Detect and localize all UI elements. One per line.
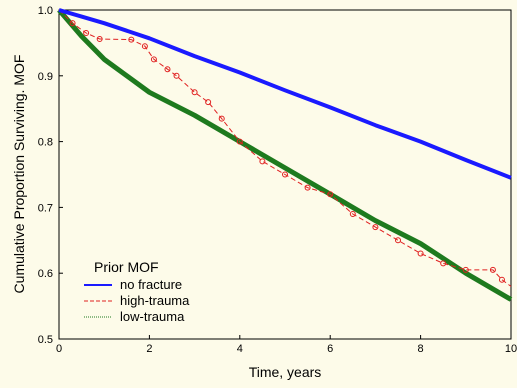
censor-point [498, 276, 505, 283]
x-tick-label: 6 [327, 343, 333, 355]
censor-point [489, 266, 496, 273]
censor-point [236, 138, 243, 145]
series-lines [57, 8, 513, 302]
censor-point [173, 72, 180, 79]
censor-point [259, 158, 266, 165]
censor-point [128, 36, 135, 43]
censor-point [150, 56, 157, 63]
censor-point [164, 66, 171, 73]
censor-point [395, 237, 401, 244]
censor-point [282, 171, 288, 178]
censor-point [372, 224, 379, 231]
x-tick-label: 4 [237, 343, 243, 355]
x-tick-label: 0 [56, 343, 62, 355]
censor-point [349, 210, 356, 217]
legend-label-low-trauma: low-trauma [120, 309, 185, 324]
censor-point [304, 184, 311, 191]
censor-point [191, 89, 198, 96]
y-axis-title: Cumulative Proportion Surviving. MOF [11, 55, 27, 294]
series-line-low-trauma [57, 8, 513, 302]
legend-title: Prior MOF [94, 259, 159, 275]
series-line-no-fracture [58, 8, 512, 180]
legend-label-no-fracture: no fracture [120, 277, 182, 292]
censor-point [327, 191, 334, 198]
y-tick-label: 0.6 [38, 268, 53, 280]
censor-point [141, 43, 148, 50]
censor-point [205, 99, 212, 106]
censor-point [83, 30, 90, 37]
censor-point [440, 260, 447, 267]
censor-point [462, 266, 469, 273]
x-tick-label: 2 [146, 343, 152, 355]
x-axis-title: Time, years [249, 364, 322, 380]
censor-point [417, 250, 424, 257]
y-tick-label: 0.9 [38, 71, 53, 83]
censor-point [218, 115, 225, 122]
x-tick-label: 8 [418, 343, 424, 355]
legend: Prior MOF no fracturehigh-traumalow-trau… [84, 259, 190, 324]
legend-label-high-trauma: high-trauma [120, 293, 190, 308]
censor-point [96, 35, 103, 42]
y-tick-label: 1.0 [38, 5, 53, 17]
y-tick-label: 0.5 [38, 334, 53, 346]
y-tick-label: 0.8 [38, 137, 53, 149]
censor-point [69, 20, 76, 27]
y-tick-label: 0.7 [38, 202, 53, 214]
x-tick-label: 10 [505, 343, 517, 355]
axis-ticks: 0 2 4 6 8 10 0.5 0.6 0.7 0.8 0.9 1.0 [38, 5, 517, 355]
